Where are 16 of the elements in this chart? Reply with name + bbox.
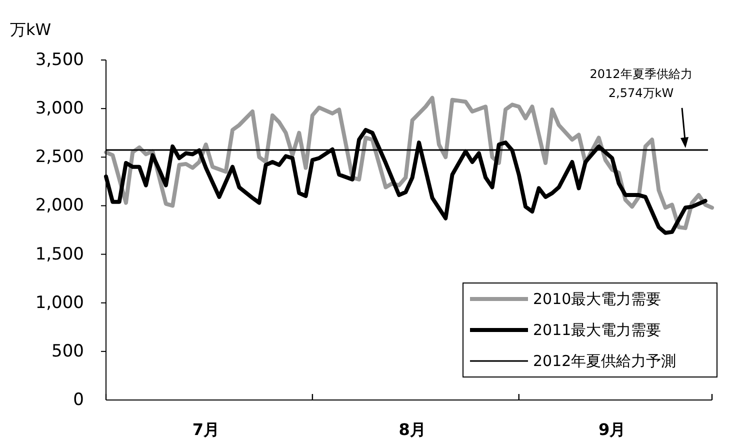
y-tick-label: 2,000 [35,196,84,216]
y-axis-title: 万kW [10,20,52,39]
annotation: 2012年夏季供給力 2,574万kW [590,66,692,100]
legend-label: 2010最大電力需要 [533,290,662,308]
y-tick-label: 3,500 [35,50,84,70]
x-tick-label: 7月 [192,420,220,439]
y-tick-label: 500 [52,341,84,362]
legend-label: 2012年夏供給力予測 [533,352,676,370]
x-tick-label: 8月 [398,420,426,439]
legend-label: 2011最大電力需要 [533,321,662,339]
y-tick-label: 1,500 [35,244,84,264]
y-tick-label: 2,500 [35,147,84,168]
y-tick-label: 1,000 [35,292,84,313]
y-tick-label: 3,000 [35,98,84,119]
x-tick-label: 9月 [598,420,626,439]
y-tick-label: 0 [73,390,84,410]
